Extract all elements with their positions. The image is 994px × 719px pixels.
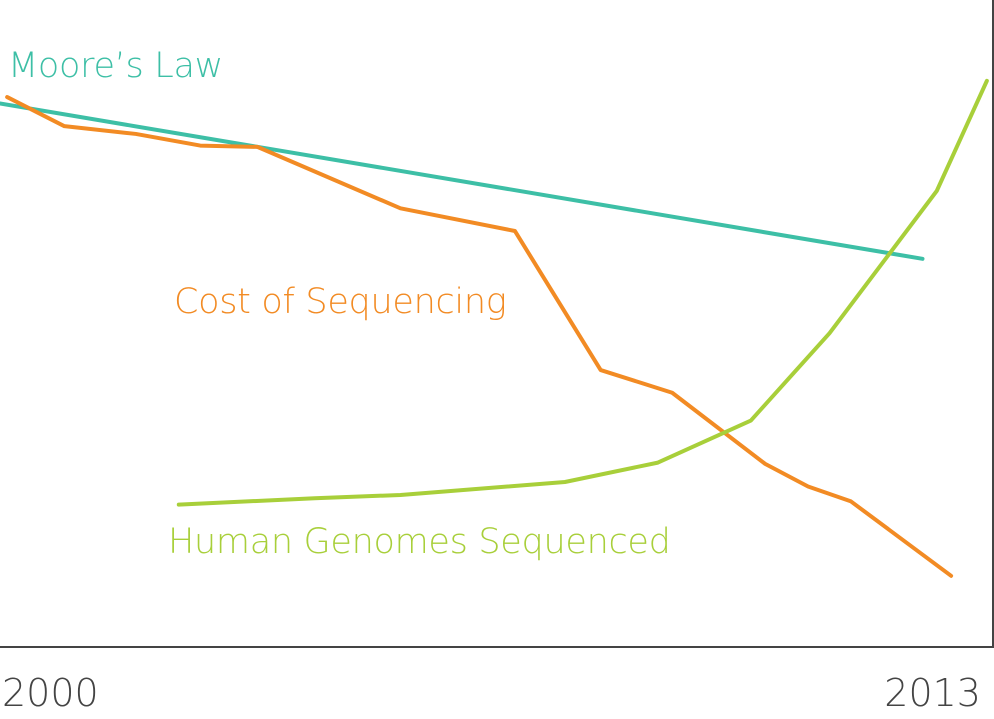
series-layer bbox=[0, 78, 989, 578]
series-line-cost bbox=[5, 95, 954, 578]
x-tick-label-2000: 2000 bbox=[2, 671, 99, 715]
series-label-moore: Moore’s Law bbox=[8, 46, 223, 86]
series-line-moore bbox=[0, 101, 925, 261]
x-tick-label-2013: 2013 bbox=[884, 671, 981, 715]
series-label-genomes: Human Genomes Sequenced bbox=[168, 522, 671, 562]
x-tick-labels: 2000 2013 bbox=[2, 671, 981, 715]
series-label-cost: Cost of Sequencing bbox=[174, 282, 506, 322]
series-line-genomes bbox=[176, 78, 989, 507]
